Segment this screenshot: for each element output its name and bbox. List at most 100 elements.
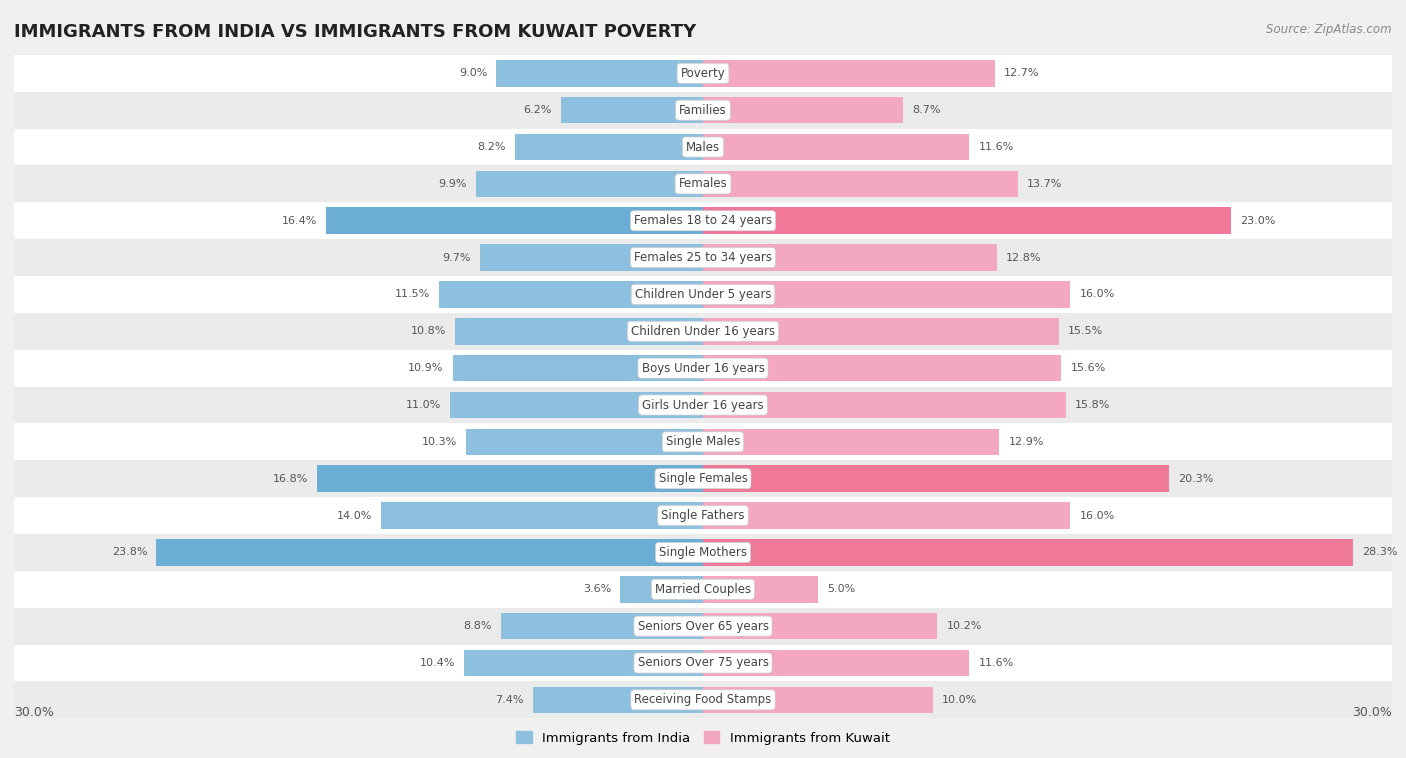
Text: Females 25 to 34 years: Females 25 to 34 years — [634, 251, 772, 264]
Text: Single Fathers: Single Fathers — [661, 509, 745, 522]
Bar — [703, 281, 1070, 308]
Bar — [464, 650, 703, 676]
Text: 20.3%: 20.3% — [1178, 474, 1213, 484]
Text: 7.4%: 7.4% — [495, 695, 524, 705]
Text: 16.0%: 16.0% — [1080, 511, 1115, 521]
Bar — [381, 503, 703, 529]
Text: 10.3%: 10.3% — [422, 437, 457, 447]
Text: 16.8%: 16.8% — [273, 474, 308, 484]
Text: 8.7%: 8.7% — [912, 105, 941, 115]
Bar — [703, 613, 938, 640]
Text: 28.3%: 28.3% — [1362, 547, 1398, 557]
Text: Females: Females — [679, 177, 727, 190]
Text: Married Couples: Married Couples — [655, 583, 751, 596]
Bar — [14, 681, 1392, 719]
Bar — [703, 318, 1059, 345]
Bar — [703, 60, 994, 86]
Text: 15.8%: 15.8% — [1076, 400, 1111, 410]
Text: Source: ZipAtlas.com: Source: ZipAtlas.com — [1267, 23, 1392, 36]
Bar — [501, 613, 703, 640]
Text: Seniors Over 75 years: Seniors Over 75 years — [637, 656, 769, 669]
Bar — [515, 133, 703, 160]
Bar — [620, 576, 703, 603]
Bar — [14, 608, 1392, 644]
Bar — [14, 571, 1392, 608]
Bar — [14, 387, 1392, 424]
Text: 11.0%: 11.0% — [406, 400, 441, 410]
Text: 12.8%: 12.8% — [1007, 252, 1042, 262]
Text: 8.2%: 8.2% — [477, 142, 506, 152]
Bar — [703, 576, 818, 603]
Bar — [703, 133, 969, 160]
Bar — [326, 208, 703, 234]
Bar — [561, 97, 703, 124]
Text: 13.7%: 13.7% — [1026, 179, 1062, 189]
Text: 10.0%: 10.0% — [942, 695, 977, 705]
Text: 15.5%: 15.5% — [1069, 326, 1104, 337]
Text: 9.7%: 9.7% — [443, 252, 471, 262]
Bar — [456, 318, 703, 345]
Bar — [703, 428, 1000, 455]
Text: Single Males: Single Males — [666, 435, 740, 449]
Bar — [14, 644, 1392, 681]
Bar — [703, 650, 969, 676]
Text: 11.5%: 11.5% — [395, 290, 430, 299]
Text: 10.2%: 10.2% — [946, 621, 981, 631]
Bar — [467, 428, 703, 455]
Bar — [496, 60, 703, 86]
Text: 10.8%: 10.8% — [411, 326, 446, 337]
Bar — [703, 687, 932, 713]
Text: Seniors Over 65 years: Seniors Over 65 years — [637, 619, 769, 633]
Bar — [14, 349, 1392, 387]
Bar — [533, 687, 703, 713]
Bar — [14, 276, 1392, 313]
Bar — [450, 392, 703, 418]
Text: 10.4%: 10.4% — [419, 658, 456, 668]
Bar — [14, 55, 1392, 92]
Bar — [14, 129, 1392, 165]
Text: 23.8%: 23.8% — [111, 547, 148, 557]
Bar — [14, 534, 1392, 571]
Text: 15.6%: 15.6% — [1070, 363, 1105, 373]
Text: 6.2%: 6.2% — [523, 105, 551, 115]
Bar — [156, 539, 703, 565]
Bar — [14, 313, 1392, 349]
Bar — [318, 465, 703, 492]
Text: Single Females: Single Females — [658, 472, 748, 485]
Text: 16.0%: 16.0% — [1080, 290, 1115, 299]
Text: 9.9%: 9.9% — [437, 179, 467, 189]
Text: Single Mothers: Single Mothers — [659, 546, 747, 559]
Text: Families: Families — [679, 104, 727, 117]
Text: Boys Under 16 years: Boys Under 16 years — [641, 362, 765, 374]
Bar — [14, 92, 1392, 129]
Text: 11.6%: 11.6% — [979, 658, 1014, 668]
Bar — [14, 424, 1392, 460]
Bar — [14, 165, 1392, 202]
Text: 10.9%: 10.9% — [408, 363, 443, 373]
Bar — [14, 240, 1392, 276]
Text: Children Under 5 years: Children Under 5 years — [634, 288, 772, 301]
Text: Children Under 16 years: Children Under 16 years — [631, 324, 775, 338]
Text: 30.0%: 30.0% — [1353, 706, 1392, 719]
Bar — [703, 392, 1066, 418]
Legend: Immigrants from India, Immigrants from Kuwait: Immigrants from India, Immigrants from K… — [510, 726, 896, 750]
Bar — [703, 539, 1353, 565]
Text: 23.0%: 23.0% — [1240, 216, 1275, 226]
Bar — [14, 202, 1392, 240]
Bar — [703, 171, 1018, 197]
Text: 8.8%: 8.8% — [463, 621, 492, 631]
Text: 16.4%: 16.4% — [281, 216, 318, 226]
Bar — [703, 465, 1170, 492]
Text: 3.6%: 3.6% — [583, 584, 612, 594]
Text: 11.6%: 11.6% — [979, 142, 1014, 152]
Bar — [475, 171, 703, 197]
Bar — [703, 97, 903, 124]
Text: Girls Under 16 years: Girls Under 16 years — [643, 399, 763, 412]
Text: IMMIGRANTS FROM INDIA VS IMMIGRANTS FROM KUWAIT POVERTY: IMMIGRANTS FROM INDIA VS IMMIGRANTS FROM… — [14, 23, 696, 41]
Text: 12.9%: 12.9% — [1008, 437, 1043, 447]
Bar — [703, 244, 997, 271]
Text: 14.0%: 14.0% — [337, 511, 373, 521]
Text: Females 18 to 24 years: Females 18 to 24 years — [634, 215, 772, 227]
Bar — [481, 244, 703, 271]
Text: 5.0%: 5.0% — [827, 584, 855, 594]
